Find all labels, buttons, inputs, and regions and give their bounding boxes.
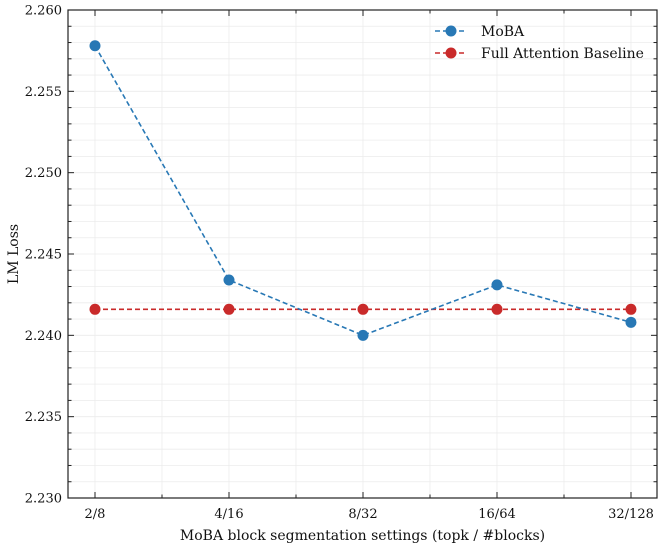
data-point bbox=[357, 303, 369, 315]
y-tick-label: 2.240 bbox=[25, 329, 62, 344]
y-tick-label: 2.260 bbox=[25, 4, 62, 19]
x-tick-label: 32/128 bbox=[608, 507, 654, 522]
legend-item: Full Attention Baseline bbox=[435, 46, 644, 62]
legend: MoBA Full Attention Baseline bbox=[435, 24, 644, 62]
data-point bbox=[89, 40, 101, 52]
x-tick-label: 8/32 bbox=[348, 507, 377, 522]
y-axis-label: LM Loss bbox=[6, 224, 22, 284]
y-tick-label: 2.255 bbox=[25, 85, 62, 100]
legend-label: MoBA bbox=[481, 24, 525, 40]
series-full-attention-baseline bbox=[89, 303, 637, 315]
series-moba bbox=[89, 40, 637, 341]
legend-marker bbox=[445, 47, 457, 59]
x-tick-labels: 2/8 4/16 8/32 16/64 32/128 bbox=[85, 507, 654, 522]
data-point bbox=[223, 303, 235, 315]
data-point bbox=[89, 303, 101, 315]
x-axis-label: MoBA block segmentation settings (topk /… bbox=[180, 528, 545, 544]
data-point bbox=[625, 303, 637, 315]
y-tick-labels: 2.230 2.235 2.240 2.245 2.250 2.255 2.260 bbox=[25, 4, 62, 507]
series-layer bbox=[89, 40, 637, 341]
data-point bbox=[491, 279, 503, 291]
axis-ticks bbox=[68, 9, 657, 499]
legend-item: MoBA bbox=[435, 24, 525, 40]
legend-marker bbox=[445, 25, 457, 37]
y-tick-label: 2.235 bbox=[25, 410, 62, 425]
data-point bbox=[223, 274, 235, 286]
y-tick-label: 2.230 bbox=[25, 492, 62, 507]
plot-frame bbox=[67, 9, 658, 499]
y-tick-label: 2.250 bbox=[25, 166, 62, 181]
grid bbox=[68, 9, 657, 499]
x-tick-label: 4/16 bbox=[214, 507, 243, 522]
data-point bbox=[625, 316, 637, 328]
series-line bbox=[94, 45, 632, 337]
legend-label: Full Attention Baseline bbox=[481, 46, 644, 62]
y-tick-label: 2.245 bbox=[25, 248, 62, 263]
x-tick-label: 2/8 bbox=[85, 507, 106, 522]
data-point bbox=[491, 303, 503, 315]
x-tick-label: 16/64 bbox=[478, 507, 515, 522]
data-point bbox=[357, 329, 369, 341]
